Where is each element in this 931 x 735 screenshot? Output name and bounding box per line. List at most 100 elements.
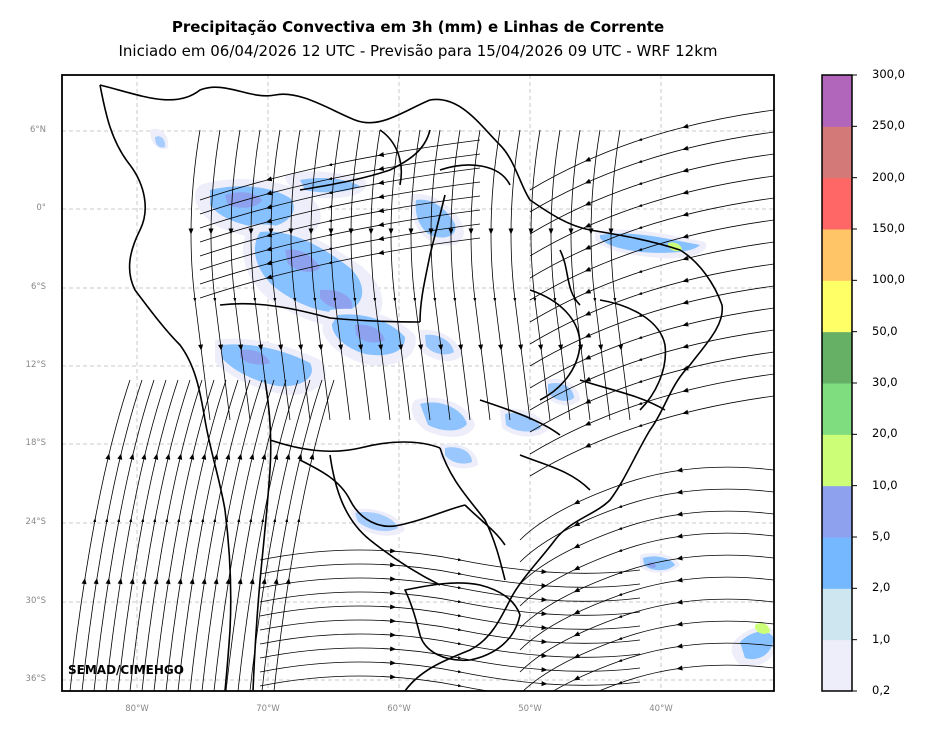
streamline-arrow xyxy=(682,145,689,151)
streamline-arrow xyxy=(377,152,385,157)
streamline-arrow xyxy=(265,176,273,182)
streamline-arrow xyxy=(541,681,548,687)
streamline-arrow xyxy=(308,228,314,235)
streamline-arrow xyxy=(318,344,324,351)
streamline-arrow xyxy=(584,288,592,294)
longitude-tick-label: 40°W xyxy=(649,704,673,714)
streamline xyxy=(529,109,774,191)
streamline xyxy=(597,664,774,691)
streamline-arrow xyxy=(578,344,584,351)
streamline-arrow xyxy=(297,453,303,460)
streamline-arrow xyxy=(129,577,135,585)
streamline-arrow xyxy=(676,489,683,495)
streamline-arrow xyxy=(225,453,231,460)
streamline-arrow xyxy=(389,548,397,554)
streamline-arrow xyxy=(408,228,414,235)
streamline-arrow xyxy=(377,222,385,227)
streamline xyxy=(81,379,143,691)
colorbar-label: 200,0 xyxy=(872,169,905,184)
streamline xyxy=(141,379,203,691)
streamline-arrow xyxy=(584,398,592,404)
streamline xyxy=(529,197,774,279)
streamline xyxy=(259,591,641,616)
streamline-arrow xyxy=(288,228,294,235)
streamline-arrow xyxy=(682,123,689,129)
streamline-arrow xyxy=(682,299,689,305)
streamline-arrow xyxy=(378,344,384,351)
streamline-arrow xyxy=(377,208,385,213)
latitude-tick-label: 30°S xyxy=(25,596,46,606)
colorbar-label: 250,0 xyxy=(872,118,905,133)
streamline-arrow xyxy=(508,228,514,235)
streamline-arrow xyxy=(273,577,279,585)
streamline-arrow xyxy=(528,228,534,235)
streamline-arrow xyxy=(105,453,111,460)
streamline-arrow xyxy=(248,228,254,235)
streamline-arrow xyxy=(541,597,548,603)
latitude-tick-label: 6°S xyxy=(30,282,46,292)
colorbar-label: 10,0 xyxy=(872,477,898,492)
streamline xyxy=(259,661,641,686)
streamline-arrow xyxy=(573,653,581,659)
streamline xyxy=(153,379,215,691)
streamline-arrow xyxy=(584,420,592,426)
streamline-arrow xyxy=(285,453,291,460)
colorbar-segment xyxy=(822,177,852,230)
colorbar xyxy=(821,74,853,692)
longitude-tick-label: 60°W xyxy=(387,704,411,714)
streamline xyxy=(410,129,431,421)
colorbar-segment xyxy=(822,331,852,384)
streamline xyxy=(450,129,471,421)
streamline-arrow xyxy=(265,260,273,266)
streamline-arrow xyxy=(389,618,397,624)
streamline-arrow xyxy=(682,343,689,349)
streamline-arrow xyxy=(584,354,592,360)
streamline xyxy=(370,129,391,421)
streamline-arrow xyxy=(584,266,592,272)
streamline-arrow xyxy=(273,453,279,460)
precipitation-field xyxy=(150,128,774,667)
streamline-arrow xyxy=(117,453,123,460)
streamline xyxy=(69,379,131,691)
colorbar-segment xyxy=(822,75,852,127)
streamline-arrow xyxy=(213,577,219,585)
streamline xyxy=(259,605,641,630)
colorbar-label: 0,2 xyxy=(872,683,891,697)
streamline-arrow xyxy=(541,611,548,617)
streamline-arrow xyxy=(682,387,689,393)
streamline-arrow xyxy=(518,344,524,351)
streamline-arrow xyxy=(682,189,689,195)
streamline-arrow xyxy=(265,204,273,210)
streamline-arrow xyxy=(189,453,195,460)
streamline-arrow xyxy=(377,166,385,171)
colorbar-label: 20,0 xyxy=(872,426,898,441)
streamline xyxy=(519,554,774,629)
streamline xyxy=(490,129,511,421)
streamline xyxy=(552,642,774,691)
streamline xyxy=(529,307,774,389)
streamline xyxy=(199,153,481,215)
streamline xyxy=(519,598,774,673)
streamline-arrow xyxy=(177,577,183,585)
colorbar-label: 1,0 xyxy=(872,631,891,646)
latitude-tick-label: 24°S xyxy=(25,517,46,527)
streamline-arrow xyxy=(153,453,159,460)
streamline-arrow xyxy=(377,194,385,199)
streamline xyxy=(199,223,481,285)
chart-subtitle: Iniciado em 06/04/2026 12 UTC - Previsão… xyxy=(118,42,718,60)
latitude-tick-label: 36°S xyxy=(25,674,46,684)
streamline-arrow xyxy=(377,236,385,241)
streamline-arrow xyxy=(573,565,581,571)
colorbar-label: 5,0 xyxy=(872,529,891,543)
streamline-arrow xyxy=(568,228,574,235)
streamline xyxy=(590,129,611,421)
streamline-arrow xyxy=(201,577,207,585)
streamline-arrow xyxy=(265,218,273,224)
streamline-arrow xyxy=(676,467,683,473)
streamline-arrow xyxy=(261,577,267,585)
streamline-arrow xyxy=(389,632,397,638)
streamline-arrow xyxy=(368,228,374,235)
streamline-arrow xyxy=(309,453,315,460)
streamline xyxy=(290,129,311,421)
streamline-arrow xyxy=(238,344,244,351)
